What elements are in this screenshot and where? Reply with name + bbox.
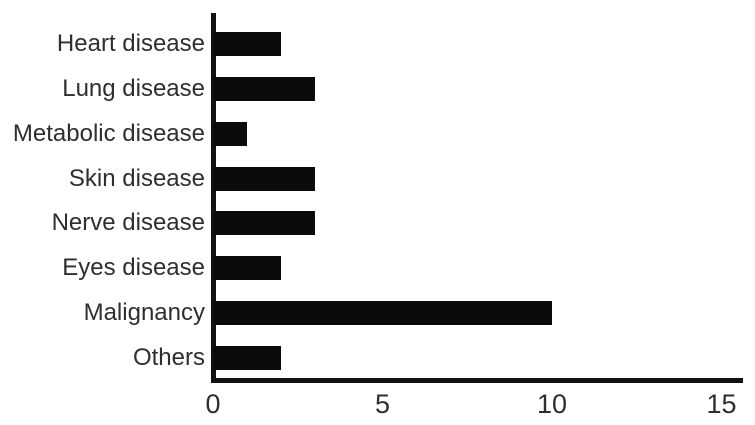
x-tick-label-5: 5 [374, 389, 391, 419]
category-label-skin-disease: Skin disease [68, 164, 205, 192]
bar-others [213, 345, 281, 370]
category-label-eyes-disease: Eyes disease [62, 254, 205, 282]
bar-nerve-disease [213, 211, 315, 236]
category-label-heart-disease: Heart disease [56, 30, 205, 58]
category-label-metabolic-disease: Metabolic disease [12, 119, 205, 147]
y-axis-line [211, 13, 216, 383]
bar-malignancy [213, 300, 552, 325]
bar-skin-disease [213, 166, 315, 191]
category-label-nerve-disease: Nerve disease [51, 209, 205, 237]
bar-heart-disease [213, 32, 281, 57]
x-axis-line [211, 378, 743, 383]
bar-metabolic-disease [213, 121, 247, 146]
category-label-others: Others [132, 343, 205, 371]
x-tick-label-10: 10 [536, 389, 568, 419]
bar-eyes-disease [213, 256, 281, 281]
bar-lung-disease [213, 77, 315, 102]
x-tick-label-0: 0 [205, 389, 221, 419]
x-tick-label-15: 15 [706, 389, 737, 419]
category-label-lung-disease: Lung disease [62, 75, 205, 103]
category-label-malignancy: Malignancy [83, 298, 205, 326]
